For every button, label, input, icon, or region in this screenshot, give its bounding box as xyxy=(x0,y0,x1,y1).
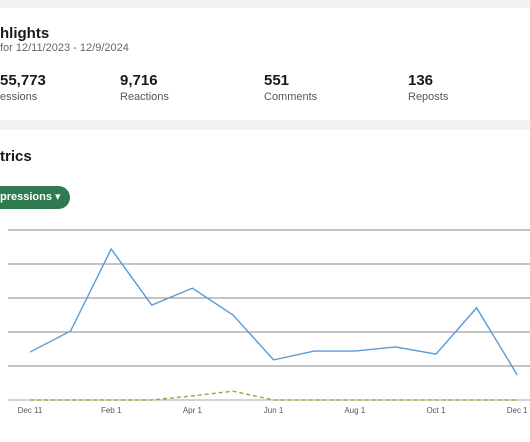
x-tick-label: Feb 1 xyxy=(101,406,122,415)
metric-dropdown[interactable]: pressions ▾ xyxy=(0,186,70,209)
x-tick-label: Aug 1 xyxy=(344,406,365,415)
date-range: for 12/11/2023 - 12/9/2024 xyxy=(0,42,129,54)
card-title: hlights xyxy=(0,25,50,42)
stat-value: 551 xyxy=(264,72,290,89)
x-tick-label: Apr 1 xyxy=(183,406,203,415)
x-tick-label: Oct 1 xyxy=(426,406,446,415)
metrics-title: trics xyxy=(0,148,32,165)
data-line xyxy=(29,247,518,376)
stat-label: essions xyxy=(0,91,38,103)
stat-value: 55,773 xyxy=(0,72,46,89)
stat-value: 9,716 xyxy=(120,72,158,89)
highlights-card: hlights for 12/11/2023 - 12/9/2024 55,77… xyxy=(0,8,530,120)
x-tick-label: Dec 1 xyxy=(507,406,528,415)
stat-value: 136 xyxy=(408,72,434,89)
stat-label: Reposts xyxy=(408,91,449,103)
stat-label: Reactions xyxy=(120,91,169,103)
x-tick-label: Jun 1 xyxy=(264,406,284,415)
data-line xyxy=(30,390,518,401)
x-tick-label: Dec 11 xyxy=(18,406,43,415)
stat-label: Comments xyxy=(264,91,318,103)
metrics-card xyxy=(0,130,530,442)
